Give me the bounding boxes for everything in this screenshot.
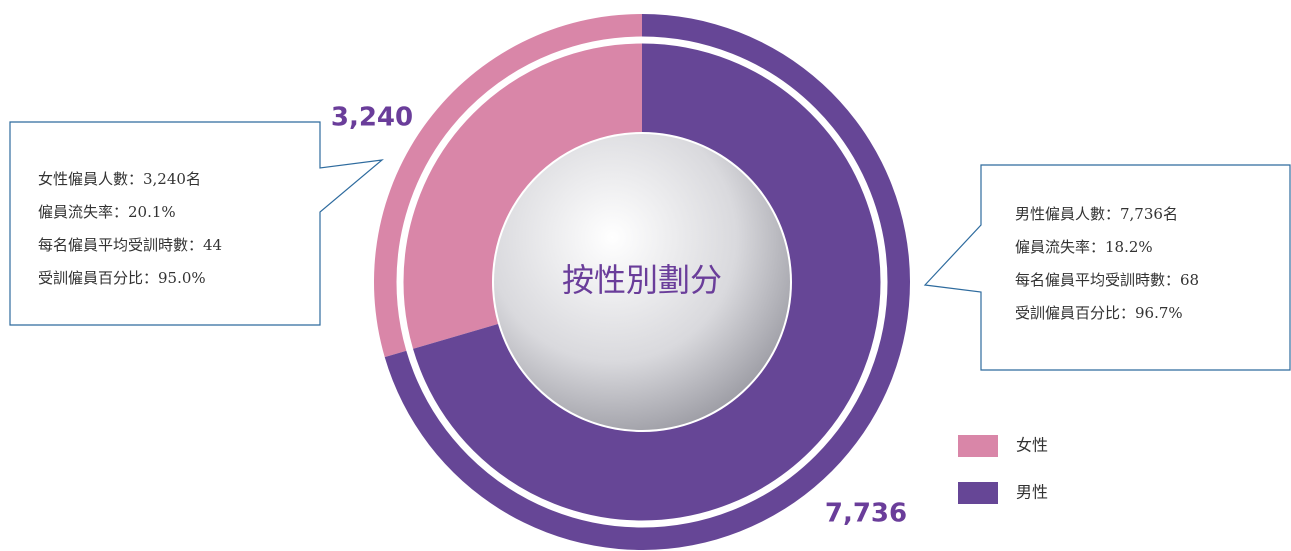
callout-box [923,164,1291,371]
annotation: 受訓僱員百分比：95.0% [38,269,206,287]
value-label: 7,736 [825,499,907,529]
callout-box [9,121,384,326]
value-label: 3,240 [331,103,413,133]
legend-swatch [958,482,998,504]
legend-swatch [958,435,998,457]
slice [384,14,911,551]
annotation: 僱員流失率：18.2% [1015,238,1153,256]
center-hub [494,134,790,430]
annotation: 每名僱員平均受訓時數：68 [1015,271,1199,289]
slice [374,14,642,358]
annotation: 男性僱員人數：7,736名 [1015,205,1178,223]
legend-label: 女性 [1016,436,1048,455]
annotation: 每名僱員平均受訓時數：44 [38,236,222,254]
annotation: 受訓僱員百分比：96.7% [1015,304,1183,322]
chart-title: 按性別劃分 [562,261,722,299]
annotation: 女性僱員人數：3,240名 [38,170,201,188]
slices [374,14,911,551]
ring-separator [396,36,888,528]
legend-label: 男性 [1016,483,1048,502]
annotation: 僱員流失率：20.1% [38,203,176,221]
